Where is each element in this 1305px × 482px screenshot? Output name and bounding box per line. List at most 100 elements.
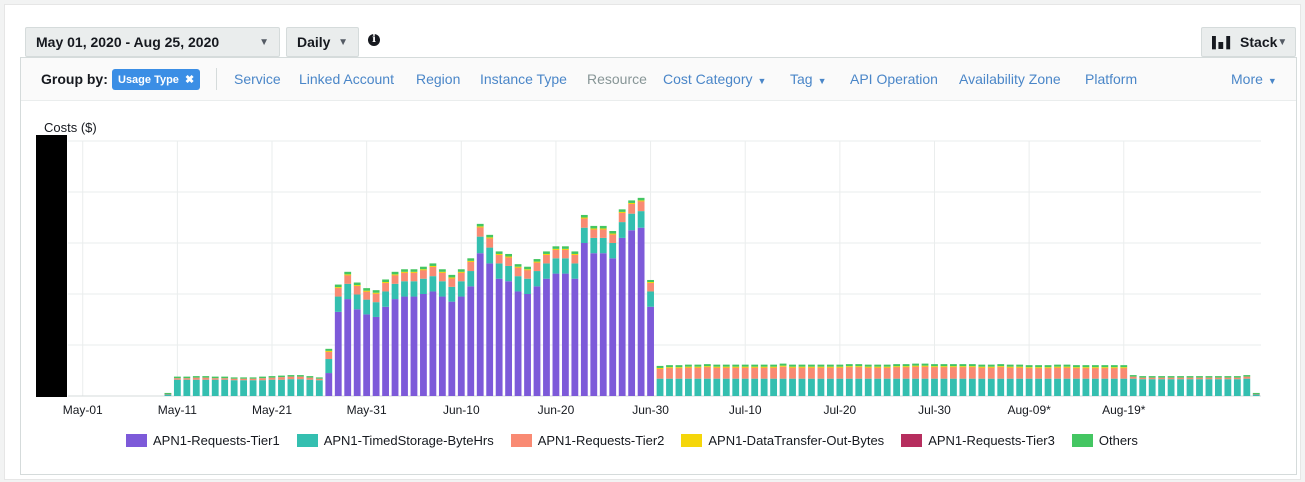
bar-segment-others[interactable] [1167, 376, 1175, 378]
bar-segment-apn1-datatransfer-out-bytes[interactable] [1120, 367, 1128, 369]
bar-segment-apn1-requests-tier2[interactable] [968, 366, 976, 379]
bar-segment-others[interactable] [524, 266, 531, 270]
bar-segment-apn1-requests-tier2[interactable] [1148, 377, 1156, 380]
bar-segment-others[interactable] [1252, 392, 1260, 394]
bar-segment-apn1-timedstorage-bytehrs[interactable] [826, 378, 834, 396]
bar-segment-apn1-timedstorage-bytehrs[interactable] [883, 378, 891, 396]
bar-segment-others[interactable] [599, 225, 607, 229]
bar-segment-apn1-datatransfer-out-bytes[interactable] [599, 228, 607, 230]
bar-segment-apn1-requests-tier2[interactable] [770, 367, 778, 379]
bar-segment-apn1-requests-tier1[interactable] [353, 309, 361, 396]
bar-segment-apn1-requests-tier1[interactable] [344, 299, 352, 396]
bar-segment-apn1-requests-tier2[interactable] [410, 272, 418, 282]
bar-segment-others[interactable] [486, 234, 494, 238]
bar-segment-apn1-requests-tier2[interactable] [883, 367, 891, 379]
bar-segment-apn1-requests-tier1[interactable] [514, 291, 522, 396]
bar-segment-apn1-datatransfer-out-bytes[interactable] [1016, 366, 1024, 368]
bar-segment-apn1-timedstorage-bytehrs[interactable] [637, 211, 645, 228]
bar-segment-apn1-timedstorage-bytehrs[interactable] [1025, 378, 1033, 396]
bar-segment-apn1-requests-tier2[interactable] [703, 366, 711, 379]
bar-segment-apn1-datatransfer-out-bytes[interactable] [760, 366, 768, 368]
bar-segment-apn1-requests-tier2[interactable] [845, 366, 853, 379]
bar-segment-apn1-timedstorage-bytehrs[interactable] [656, 378, 664, 396]
bar-segment-apn1-timedstorage-bytehrs[interactable] [618, 222, 626, 238]
legend-item[interactable]: APN1-Requests-Tier1 [126, 433, 280, 448]
bar-segment-apn1-timedstorage-bytehrs[interactable] [1082, 378, 1090, 396]
bar-segment-others[interactable] [817, 364, 825, 367]
bar-segment-apn1-requests-tier2[interactable] [874, 367, 882, 379]
bar-segment-others[interactable] [1139, 376, 1147, 378]
bar-segment-apn1-requests-tier1[interactable] [552, 273, 560, 396]
bar-segment-apn1-requests-tier2[interactable] [221, 378, 229, 380]
bar-segment-others[interactable] [1082, 365, 1090, 368]
bar-segment-apn1-requests-tier2[interactable] [751, 367, 759, 379]
bar-segment-apn1-requests-tier2[interactable] [514, 267, 522, 277]
bar-segment-apn1-datatransfer-out-bytes[interactable] [940, 366, 948, 368]
bar-segment-apn1-requests-tier2[interactable] [183, 378, 191, 380]
bar-segment-apn1-timedstorage-bytehrs[interactable] [1233, 379, 1241, 396]
bar-segment-apn1-datatransfer-out-bytes[interactable] [1044, 367, 1052, 369]
bar-segment-apn1-requests-tier2[interactable] [448, 277, 456, 287]
bar-segment-apn1-datatransfer-out-bytes[interactable] [448, 277, 456, 279]
bar-segment-apn1-timedstorage-bytehrs[interactable] [505, 265, 513, 282]
legend-item[interactable]: APN1-Requests-Tier3 [901, 433, 1055, 448]
bar-segment-apn1-requests-tier1[interactable] [420, 294, 427, 396]
bar-segment-others[interactable] [1129, 375, 1137, 377]
bar-segment-apn1-requests-tier2[interactable] [987, 367, 995, 379]
bar-segment-others[interactable] [580, 214, 588, 218]
bar-segment-apn1-timedstorage-bytehrs[interactable] [713, 378, 721, 396]
bar-segment-apn1-datatransfer-out-bytes[interactable] [495, 253, 503, 255]
bar-segment-others[interactable] [1177, 376, 1184, 378]
more-dropdown[interactable]: More ▼ [1231, 71, 1277, 87]
bar-segment-others[interactable] [1233, 376, 1241, 378]
bar-segment-apn1-timedstorage-bytehrs[interactable] [533, 271, 541, 287]
bar-segment-apn1-datatransfer-out-bytes[interactable] [893, 366, 901, 368]
bar-segment-apn1-datatransfer-out-bytes[interactable] [694, 366, 702, 368]
bar-segment-apn1-requests-tier2[interactable] [1139, 377, 1147, 380]
bar-segment-others[interactable] [732, 364, 740, 367]
bar-segment-apn1-requests-tier2[interactable] [855, 366, 863, 379]
bar-segment-apn1-requests-tier2[interactable] [656, 368, 664, 379]
bar-segment-apn1-timedstorage-bytehrs[interactable] [666, 378, 673, 396]
bar-segment-apn1-requests-tier2[interactable] [685, 367, 692, 379]
bar-segment-others[interactable] [1215, 376, 1222, 378]
bar-segment-apn1-requests-tier1[interactable] [476, 253, 484, 396]
bar-segment-apn1-timedstorage-bytehrs[interactable] [1177, 379, 1184, 396]
bar-segment-apn1-datatransfer-out-bytes[interactable] [732, 366, 740, 368]
bar-segment-others[interactable] [334, 284, 342, 288]
bar-segment-others[interactable] [1224, 376, 1232, 378]
bar-segment-others[interactable] [1205, 376, 1213, 378]
bar-segment-apn1-requests-tier2[interactable] [912, 366, 919, 379]
bar-segment-apn1-datatransfer-out-bytes[interactable] [959, 366, 967, 368]
bar-segment-others[interactable] [883, 364, 891, 367]
bar-segment-apn1-requests-tier2[interactable] [1186, 377, 1194, 380]
bar-segment-apn1-requests-tier2[interactable] [211, 378, 219, 380]
bar-segment-apn1-timedstorage-bytehrs[interactable] [315, 380, 323, 396]
bar-segment-apn1-timedstorage-bytehrs[interactable] [959, 378, 967, 396]
bar-segment-apn1-datatransfer-out-bytes[interactable] [685, 366, 692, 368]
bar-segment-apn1-requests-tier2[interactable] [1177, 377, 1184, 380]
bar-segment-apn1-timedstorage-bytehrs[interactable] [1224, 379, 1232, 396]
bar-segment-apn1-requests-tier2[interactable] [297, 376, 304, 380]
bar-segment-apn1-requests-tier2[interactable] [1044, 367, 1052, 379]
bar-segment-apn1-timedstorage-bytehrs[interactable] [211, 379, 219, 396]
bar-segment-apn1-timedstorage-bytehrs[interactable] [1006, 378, 1014, 396]
bar-segment-apn1-requests-tier2[interactable] [382, 282, 389, 292]
bar-segment-apn1-requests-tier2[interactable] [495, 254, 503, 264]
bar-segment-apn1-requests-tier1[interactable] [533, 286, 541, 396]
bar-segment-others[interactable] [287, 375, 295, 377]
bar-segment-apn1-timedstorage-bytehrs[interactable] [1101, 378, 1109, 396]
bar-segment-apn1-timedstorage-bytehrs[interactable] [770, 378, 778, 396]
bar-segment-others[interactable] [410, 269, 418, 272]
bar-segment-apn1-timedstorage-bytehrs[interactable] [1073, 378, 1080, 396]
bar-segment-apn1-datatransfer-out-bytes[interactable] [609, 233, 617, 235]
group-option-instance-type[interactable]: Instance Type [480, 71, 567, 87]
bar-segment-apn1-timedstorage-bytehrs[interactable] [580, 227, 588, 243]
group-option-tag[interactable]: Tag ▼ [790, 71, 827, 87]
bar-segment-apn1-datatransfer-out-bytes[interactable] [845, 366, 853, 368]
bar-segment-apn1-requests-tier1[interactable] [457, 296, 465, 396]
bar-segment-apn1-requests-tier1[interactable] [391, 299, 399, 396]
bar-segment-apn1-requests-tier1[interactable] [590, 253, 598, 396]
bar-segment-apn1-timedstorage-bytehrs[interactable] [1148, 379, 1156, 396]
bar-segment-apn1-requests-tier2[interactable] [1129, 376, 1137, 379]
